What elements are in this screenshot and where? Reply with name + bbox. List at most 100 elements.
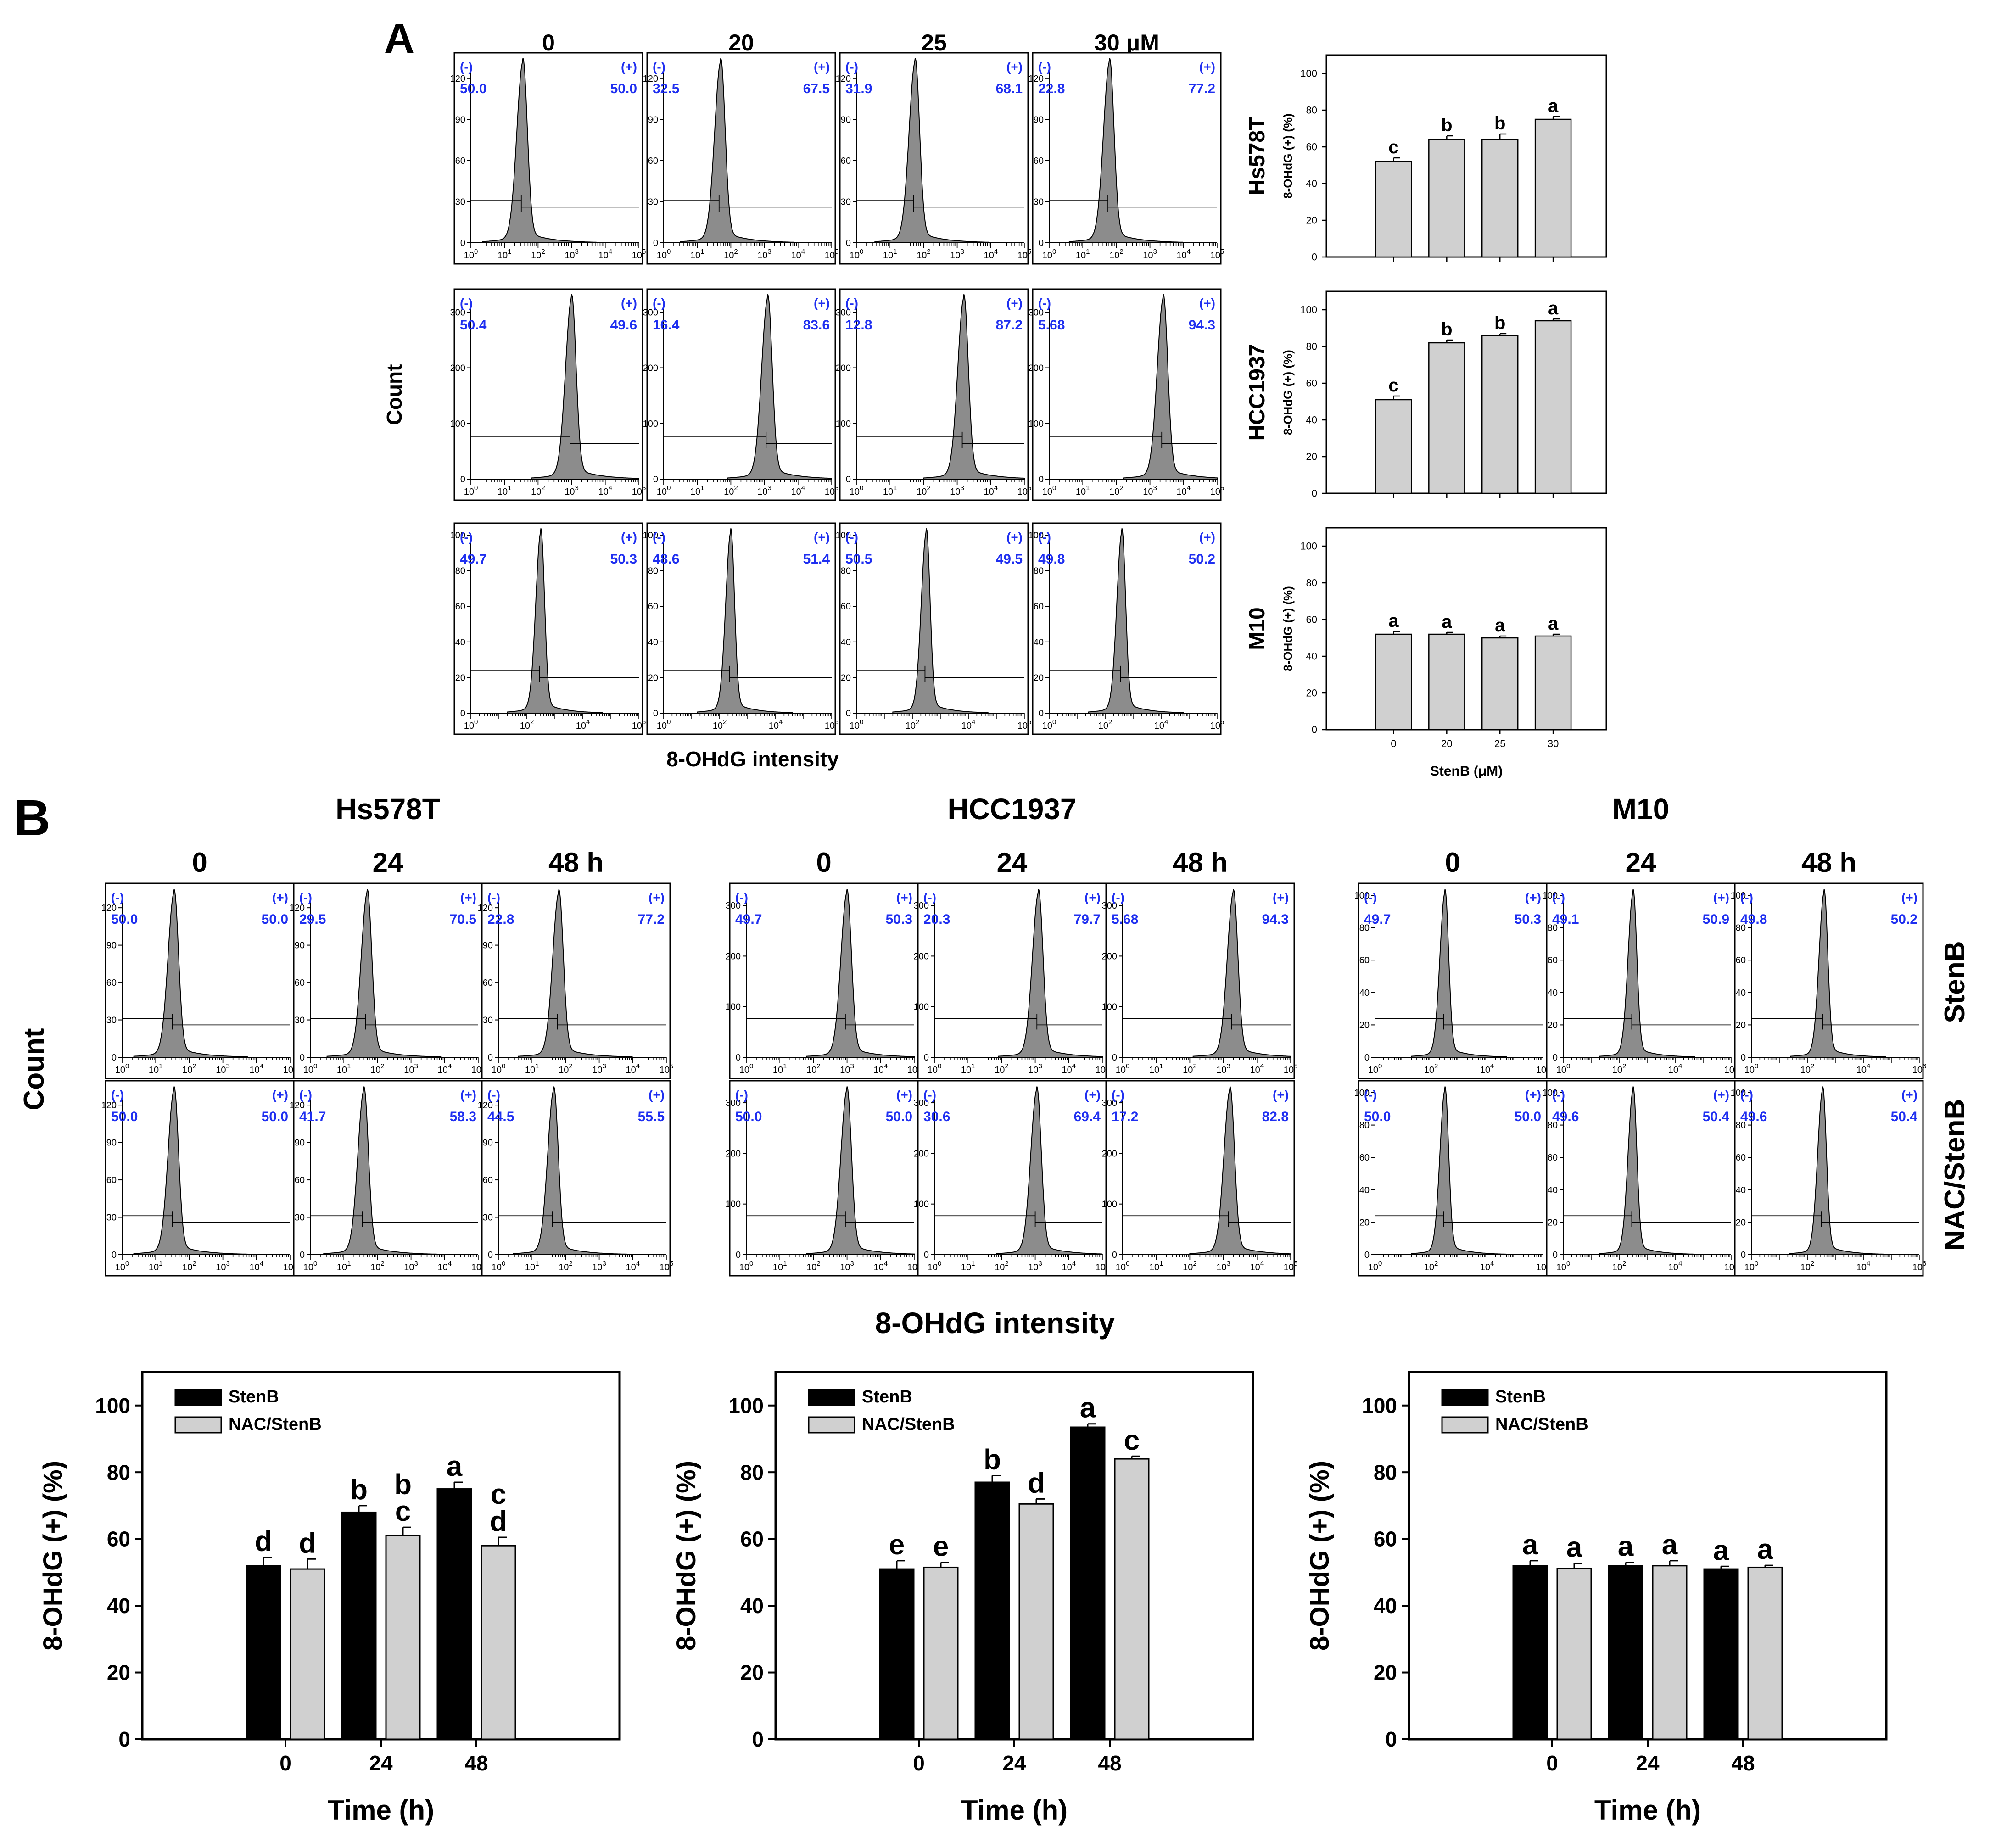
panel-b-hist-hs578t-nac-0-xtick-label: 102 <box>182 1260 196 1273</box>
panel-a-hist-m10-3-xtick-label: 102 <box>1098 718 1112 731</box>
panel-b-bar-m10-ytick-label: 80 <box>1374 1460 1397 1484</box>
panel-b-time-header: 24 <box>373 847 403 878</box>
panel-a-hist-hs578t-1-xtick-label: 102 <box>724 248 738 261</box>
panel-b-hist-hcc1937-nac-0-ytick-label: 300 <box>726 1098 741 1108</box>
panel-a-hist-hs578t-3-ytick-label: 120 <box>1029 74 1044 84</box>
panel-a-hist-hcc1937-2-ytick-label: 300 <box>836 307 851 318</box>
panel-b-hist-hs578t-nac-0-ytick-label: 60 <box>106 1175 117 1185</box>
panel-a-hist-hcc1937-3-xtick-label: 100 <box>1042 484 1056 497</box>
panel-a-bar-hs578t-cell-label: Hs578T <box>1245 117 1269 195</box>
panel-a-hist-m10-2-histogram <box>892 528 989 714</box>
panel-b-time-header: 24 <box>997 847 1028 878</box>
panel-b-hist-m10-nac-0-ytick-label: 60 <box>1359 1153 1370 1163</box>
panel-a-bar-m10-ytick-label: 0 <box>1312 724 1317 736</box>
panel-a-hist-hcc1937-1-pos-value: 83.6 <box>803 318 830 333</box>
panel-a-bar-m10-cell-label: M10 <box>1245 607 1269 650</box>
panel-b-hist-hs578t-stenb-1-ytick-label: 90 <box>295 941 305 951</box>
panel-b-bar-hcc1937-bar <box>1070 1426 1106 1740</box>
panel-b-bar-m10-legend-swatch <box>1441 1389 1489 1406</box>
panel-a-hist-hs578t-2-xtick-label: 104 <box>984 248 998 261</box>
panel-b-bar-hs578t-bar <box>341 1511 377 1740</box>
panel-a-hist-m10-1-pos-value: 51.4 <box>803 552 830 567</box>
panel-b-bar-hcc1937-xlabel: Time (h) <box>961 1795 1068 1826</box>
panel-a-hist-m10-2-pos-value: 49.5 <box>996 552 1023 567</box>
panel-a-hist-hs578t-3-xtick-label: 105 <box>1210 248 1224 261</box>
panel-b-hist-hcc1937-nac-1-histogram <box>996 1086 1103 1255</box>
panel-b-bar-hs578t-bar <box>481 1545 516 1740</box>
panel-b-hist-m10-nac-1-xtick-label: 100 <box>1556 1260 1571 1273</box>
panel-b-cell-title: M10 <box>1612 793 1670 826</box>
panel-a-conc-header: 25 <box>921 30 947 56</box>
panel-b-hist-hs578t-nac-1-ytick-label: 120 <box>290 1100 305 1111</box>
panel-b-hist-hs578t-stenb-0-ytick-label: 90 <box>106 941 117 951</box>
panel-b-hist-hs578t-nac-1-ytick-label: 0 <box>300 1250 305 1260</box>
panel-b-hist-hs578t-nac-2-ytick-label: 60 <box>483 1175 493 1185</box>
panel-b-bar-hcc1937-ytick-label: 20 <box>740 1661 764 1685</box>
panel-a-bar-hs578t-ytick-label: 20 <box>1306 215 1317 226</box>
panel-a-hist-hcc1937-2-frame <box>839 288 1029 501</box>
panel-a-bar-hs578t-ytick-label: 60 <box>1306 141 1317 153</box>
panel-a-y-label: Count <box>382 364 406 425</box>
panel-a-hist-hs578t-1-ytick-label: 0 <box>653 238 658 248</box>
panel-a-hist-hcc1937-2-xtick-label: 105 <box>1017 484 1032 497</box>
panel-b-hist-hcc1937-nac-1-neg-sign: (-) <box>923 1088 936 1102</box>
panel-b-hist-hcc1937-nac-0-histogram <box>806 1086 915 1255</box>
panel-a-hist-hs578t-1-ytick-label: 60 <box>648 156 658 166</box>
panel-b-hist-hcc1937-nac-2-ytick-label: 200 <box>1102 1149 1117 1159</box>
panel-b-hist-m10-stenb-0-ytick-label: 80 <box>1359 923 1370 933</box>
panel-b-hist-hcc1937-nac-2-histogram <box>1189 1086 1291 1255</box>
panel-b-hist-hs578t-stenb-0-ytick-label: 30 <box>106 1016 117 1026</box>
panel-a-hist-m10-2-ytick-label: 0 <box>846 709 851 719</box>
panel-b-hist-hs578t-nac-2-neg-value: 44.5 <box>487 1109 514 1124</box>
panel-b-time-header: 0 <box>816 847 831 878</box>
panel-b-hist-hs578t-nac-2-xtick-label: 104 <box>626 1260 640 1273</box>
panel-b-bar-m10-sig-letter: a <box>1566 1532 1582 1563</box>
panel-b-bar-hcc1937-ytick-label: 0 <box>752 1727 764 1751</box>
panel-b-bar-hs578t-xtick-label: 48 <box>464 1751 488 1775</box>
panel-b-hist-hcc1937-nac-0-pos-value: 50.0 <box>886 1109 912 1124</box>
panel-a-bar-hs578t-bar <box>1481 139 1519 258</box>
panel-b-hist-hcc1937-stenb-1-xtick-label: 104 <box>1062 1062 1076 1075</box>
panel-a-hist-m10-2-ytick-label: 20 <box>841 673 851 683</box>
panel-b-hist-m10-nac-1-histogram <box>1599 1086 1695 1255</box>
panel-a-hist-hs578t-2-neg-value: 31.9 <box>845 81 872 96</box>
panel-b-hist-m10-nac-0-xtick-label: 100 <box>1368 1260 1382 1273</box>
panel-a-hist-m10-2-xtick-label: 104 <box>961 718 976 731</box>
panel-b-cell-title: HCC1937 <box>947 793 1076 826</box>
panel-b-time-header: 48 h <box>1173 847 1228 878</box>
panel-a-hist-m10-3-ytick-label: 100 <box>1029 530 1044 541</box>
panel-b-hist-hs578t-nac-2-pos-value: 55.5 <box>638 1109 665 1124</box>
panel-b-hist-hcc1937-nac-2-frame <box>1105 1080 1295 1277</box>
panel-a-hist-hcc1937-0-xtick-label: 104 <box>598 484 613 497</box>
panel-b-bar-hcc1937-legend-swatch <box>808 1389 855 1406</box>
panel-b-hist-m10-stenb-1-xtick-label: 100 <box>1556 1062 1571 1075</box>
panel-b-hist-hcc1937-nac-0-ytick-label: 200 <box>726 1149 741 1159</box>
panel-b-bar-m10-bar <box>1703 1568 1739 1740</box>
panel-b-hist-m10-stenb-0-ytick-label: 100 <box>1354 891 1370 901</box>
panel-a-hist-hcc1937-1-neg-value: 16.4 <box>653 318 680 333</box>
panel-b-hist-hs578t-nac-1-xtick-label: 103 <box>404 1260 418 1273</box>
panel-b-bar-hs578t-xtick-label: 24 <box>369 1751 393 1775</box>
panel-b-hist-hs578t-stenb-2-histogram <box>518 889 634 1058</box>
panel-a-hist-m10-1-frame <box>646 522 836 735</box>
panel-a-hist-m10-0-ytick-label: 100 <box>450 530 465 541</box>
panel-b-hist-hs578t-stenb-0-pos-value: 50.0 <box>262 912 288 927</box>
panel-b-bar-hcc1937-legend-swatch <box>808 1416 855 1434</box>
panel-a-hist-hcc1937-1-ytick-label: 0 <box>653 475 658 485</box>
panel-a-hist-m10-0-neg-value: 49.7 <box>460 552 486 567</box>
panel-b-hist-m10-stenb-0-xtick-label: 102 <box>1424 1062 1438 1075</box>
panel-a-bar-m10-ytick-label: 40 <box>1306 651 1317 662</box>
panel-b-hist-hs578t-stenb-1-pos-value: 70.5 <box>450 912 476 927</box>
panel-a-hist-hcc1937-1-frame <box>646 288 836 501</box>
panel-a-hist-hs578t-1-pos-value: 67.5 <box>803 81 830 96</box>
panel-b-bar-m10-ytick-label: 40 <box>1374 1594 1397 1618</box>
panel-b-hist-hcc1937-stenb-0-xtick-label: 100 <box>739 1062 754 1075</box>
panel-a-hist-hs578t-0-xtick-label: 104 <box>598 248 613 261</box>
panel-a-bar-hcc1937-ytick-label: 80 <box>1306 341 1317 352</box>
panel-a-hist-hcc1937-3-ytick-label: 200 <box>1029 363 1044 374</box>
panel-a-hist-hs578t-0-ytick-label: 0 <box>460 238 465 248</box>
panel-a-bar-hs578t-sig-letter: a <box>1548 96 1559 116</box>
panel-b-bar-m10-sig-letter: a <box>1618 1531 1634 1563</box>
panel-a-conc-header: 0 <box>542 30 555 56</box>
panel-a-hist-hs578t-3-xtick-label: 102 <box>1109 248 1124 261</box>
